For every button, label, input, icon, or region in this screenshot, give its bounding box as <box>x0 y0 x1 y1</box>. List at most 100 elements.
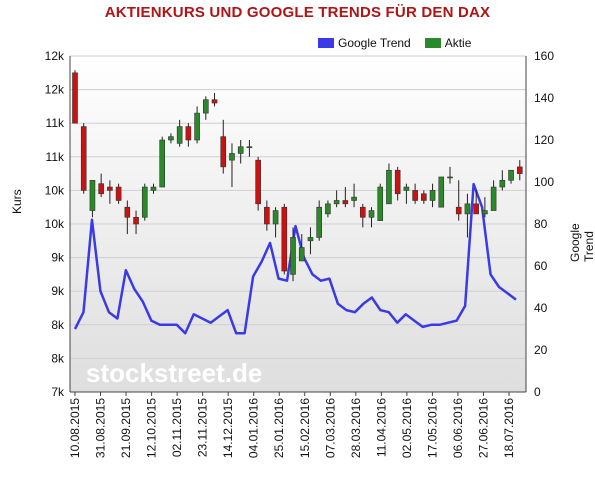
candle-up <box>351 196 357 201</box>
candle-up <box>325 203 331 215</box>
y-left-tick-label: 9k <box>51 251 65 265</box>
candle-down <box>72 72 78 124</box>
candle-down <box>359 206 366 218</box>
candle-up <box>490 186 497 211</box>
y-right-tick-label: 60 <box>534 259 548 273</box>
candle-up <box>403 186 410 191</box>
candle-up <box>377 186 384 221</box>
candle-up <box>89 180 96 211</box>
x-tick-label: 31.08.2015 <box>94 398 108 458</box>
google-trend-series <box>73 182 517 335</box>
y-left-tick-label: 11k <box>46 150 65 164</box>
candle-down <box>455 206 462 215</box>
x-tick-label: 12.10.2015 <box>145 398 159 458</box>
candle-up <box>447 176 453 179</box>
candle-up <box>482 210 488 215</box>
y-left-tick-label: 9k <box>51 284 65 298</box>
candle-down <box>473 203 479 215</box>
candle-up <box>333 200 340 205</box>
y-right-tick-label: 160 <box>534 49 554 63</box>
legend: Google Trend Aktie <box>318 36 485 50</box>
candle-down <box>124 206 131 218</box>
legend-label-aktie: Aktie <box>444 36 472 50</box>
candle-down <box>412 190 418 201</box>
legend-swatch-aktie <box>424 38 441 48</box>
x-tick-label: 02.05.2016 <box>400 398 414 458</box>
candle-up <box>272 210 279 225</box>
x-tick-label: 14.12.2015 <box>221 398 235 458</box>
y-left-tick-label: 8k <box>51 351 65 365</box>
google-trend-line <box>73 182 517 335</box>
y-right-tick-label: 100 <box>534 175 554 189</box>
candle-up <box>150 186 157 191</box>
x-tick-label: 28.03.2016 <box>349 398 363 458</box>
y-right-tick-label: 40 <box>534 301 548 315</box>
y-right-tick-label: 140 <box>534 91 554 105</box>
candle-down <box>107 186 113 191</box>
candle-up <box>290 237 296 275</box>
candle-up <box>168 136 174 141</box>
x-tick-label: 17.05.2016 <box>425 398 439 458</box>
candle-up <box>307 237 314 242</box>
y-right-tick-label: 0 <box>534 385 541 399</box>
candle-up <box>386 169 392 205</box>
candle-down <box>80 126 87 191</box>
x-tick-label: 18.07.2016 <box>502 398 516 458</box>
candle-down <box>516 166 523 174</box>
candle-up <box>203 99 209 114</box>
candle-down <box>133 216 139 225</box>
candle-up <box>159 139 166 188</box>
candle-down <box>281 206 288 272</box>
y-right-tick-label: 80 <box>534 217 548 231</box>
y-left-tick-label: 8k <box>51 318 65 332</box>
chart-title: AKTIENKURS UND GOOGLE TRENDS FÜR DEN DAX <box>104 4 491 21</box>
candle-up <box>298 247 305 262</box>
x-tick-label: 11.04.2016 <box>374 398 388 457</box>
candle-down <box>211 99 218 104</box>
legend-item-google-trend[interactable]: Google Trend <box>318 36 411 50</box>
candle-up <box>229 153 235 161</box>
x-tick-label: 04.01.2016 <box>247 398 261 458</box>
candle-down <box>98 183 104 195</box>
candle-down <box>115 186 122 201</box>
legend-swatch-google-trend <box>318 38 334 48</box>
y-right-tick-label: 120 <box>534 133 554 147</box>
x-tick-label: 21.09.2015 <box>119 398 133 458</box>
x-tick-label: 25.01.2016 <box>272 398 286 458</box>
stock-candles <box>72 70 523 282</box>
y-left-tick-label: 7k <box>51 385 65 399</box>
x-tick-label: 27.06.2016 <box>476 398 490 458</box>
candle-up <box>316 206 322 238</box>
candle-up <box>499 180 506 188</box>
watermark: stockstreet.de <box>86 358 262 388</box>
candle-down <box>342 200 349 205</box>
x-tick-label: 23.11.2015 <box>196 398 210 457</box>
candle-down <box>255 159 261 205</box>
x-tick-label: 07.03.2016 <box>323 398 337 458</box>
candle-down <box>421 193 427 201</box>
y-left-tick-label: 12k <box>45 83 65 97</box>
legend-label-google-trend: Google Trend <box>338 36 411 50</box>
candle-up <box>141 186 148 218</box>
candle-up <box>464 203 471 215</box>
candle-up <box>508 169 514 181</box>
x-tick-label: 06.06.2016 <box>451 398 465 458</box>
candle-up <box>368 210 375 218</box>
candle-up <box>176 126 183 144</box>
candle-down <box>394 169 401 195</box>
legend-item-aktie[interactable]: Aktie <box>424 36 472 50</box>
candle-up <box>246 146 253 149</box>
y-left-tick-label: 10k <box>45 183 65 197</box>
y-right-tick-label: 20 <box>534 343 548 357</box>
candle-up <box>194 112 200 141</box>
y-left-tick-label: 11k <box>46 116 65 130</box>
x-tick-label: 02.11.2015 <box>170 398 184 457</box>
candle-up <box>429 190 436 201</box>
y-left-tick-label: 10k <box>45 217 65 231</box>
candle-down <box>220 136 227 168</box>
candle-down <box>264 206 270 225</box>
x-tick-label: 10.08.2015 <box>68 398 82 458</box>
axes: 7k 8k 8k 9k 9k 10k 10k 11k 11k 12k 12k 0 20 40 60 80 100… <box>45 49 555 458</box>
candle-up <box>237 146 244 154</box>
